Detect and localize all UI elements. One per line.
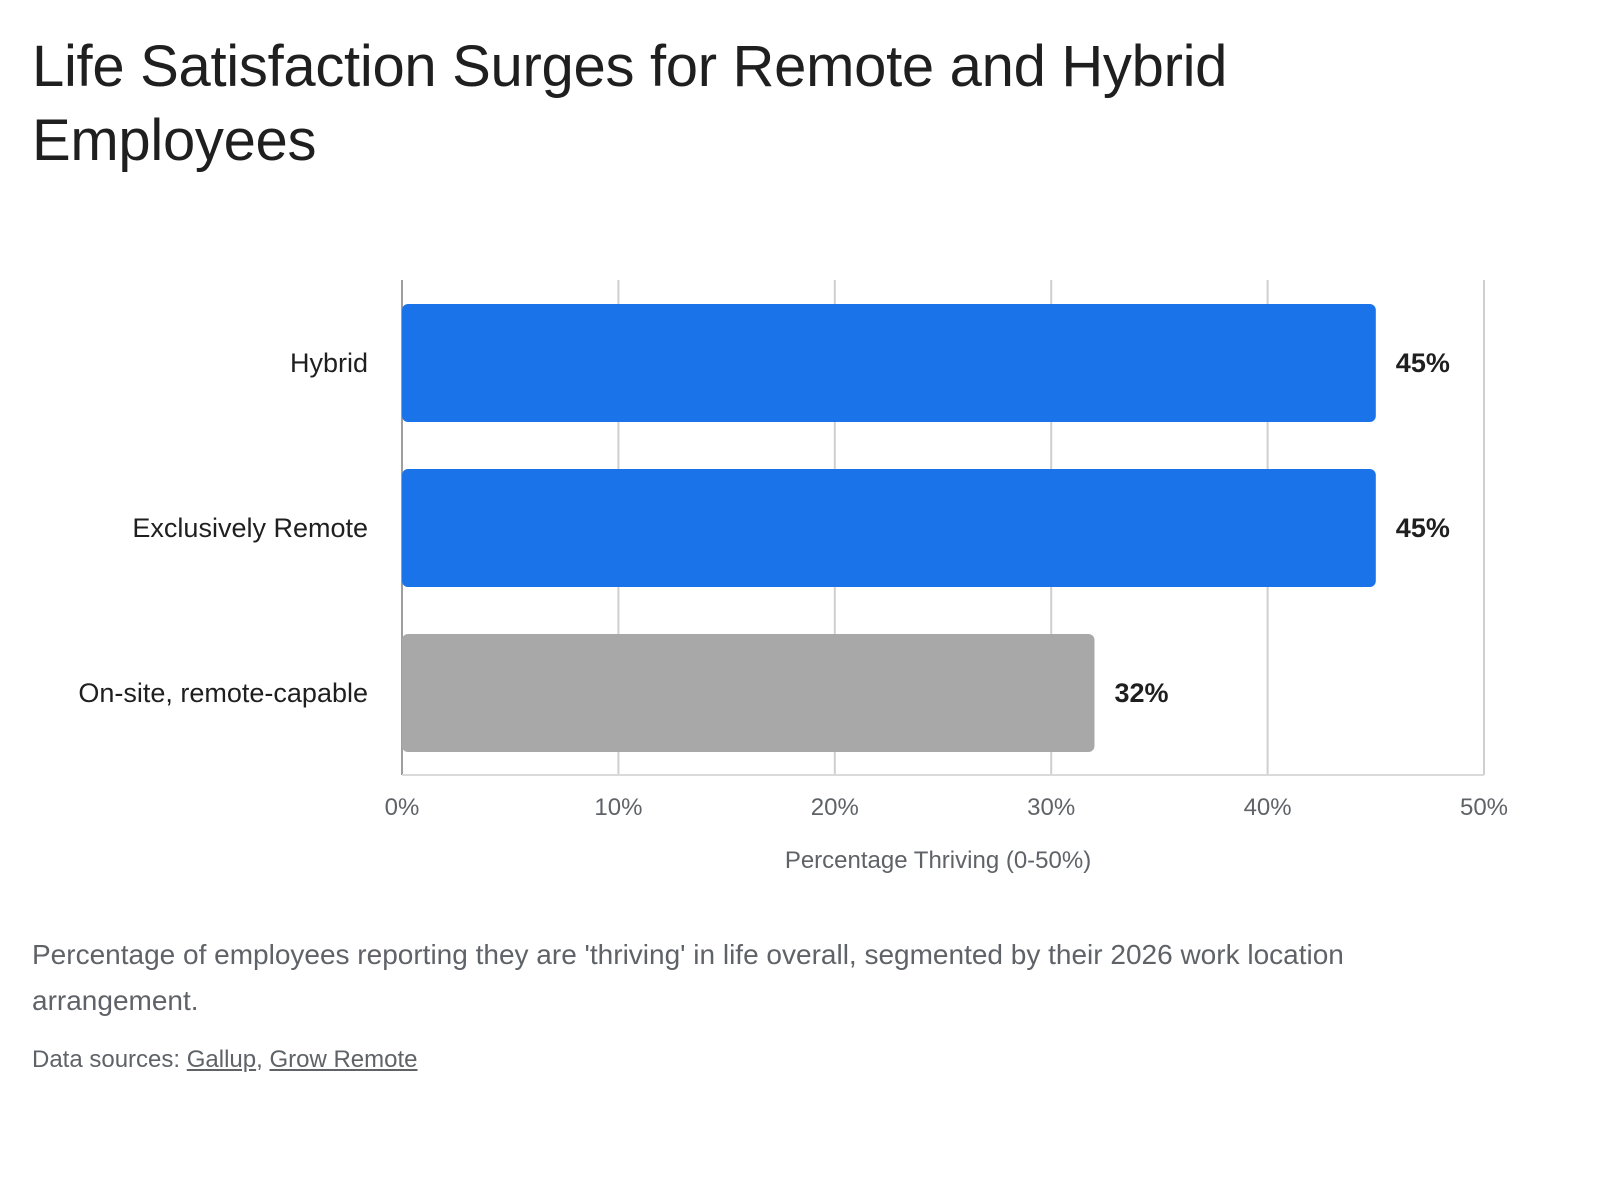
source-link-gallup[interactable]: Gallup xyxy=(186,1046,257,1073)
category-label-hybrid: Hybrid xyxy=(290,348,368,378)
value-labels: 45% 45% 32% xyxy=(1114,348,1449,708)
value-label-exclusively-remote: 45% xyxy=(1396,513,1450,543)
source-separator: , xyxy=(256,1046,270,1073)
category-label-on-site-remote-capable: On-site, remote-capable xyxy=(78,678,368,708)
x-tick-label-20: 20% xyxy=(811,794,859,821)
chart-caption: Percentage of employees reporting they a… xyxy=(32,939,1344,1016)
bar-hybrid xyxy=(402,304,1376,422)
data-sources: Data sources: Gallup, Grow Remote xyxy=(32,1044,418,1076)
x-tick-label-0: 0% xyxy=(385,794,420,821)
chart-title: Life Satisfaction Surges for Remote and … xyxy=(32,34,1228,173)
bar-chart: Hybrid Exclusively Remote On-site, remote-… xyxy=(78,280,1508,874)
x-axis-title: Percentage Thriving (0-50%) xyxy=(785,847,1091,874)
bar-exclusively-remote xyxy=(402,469,1376,587)
category-labels: Hybrid Exclusively Remote On-site, remote-… xyxy=(78,348,368,708)
bar-on-site-remote-capable xyxy=(402,634,1095,752)
bars xyxy=(402,304,1376,752)
source-link-grow-remote[interactable]: Grow Remote xyxy=(269,1046,418,1073)
x-tick-label-10: 10% xyxy=(594,794,642,821)
category-label-exclusively-remote: Exclusively Remote xyxy=(132,513,368,543)
data-sources-prefix: Data sources: xyxy=(32,1046,187,1073)
x-axis-ticks: 0% 10% 20% 30% 40% 50% xyxy=(385,794,1508,821)
value-label-hybrid: 45% xyxy=(1396,348,1450,378)
value-label-on-site-remote-capable: 32% xyxy=(1114,678,1168,708)
x-tick-label-40: 40% xyxy=(1244,794,1292,821)
x-tick-label-50: 50% xyxy=(1460,794,1508,821)
x-tick-label-30: 30% xyxy=(1027,794,1075,821)
